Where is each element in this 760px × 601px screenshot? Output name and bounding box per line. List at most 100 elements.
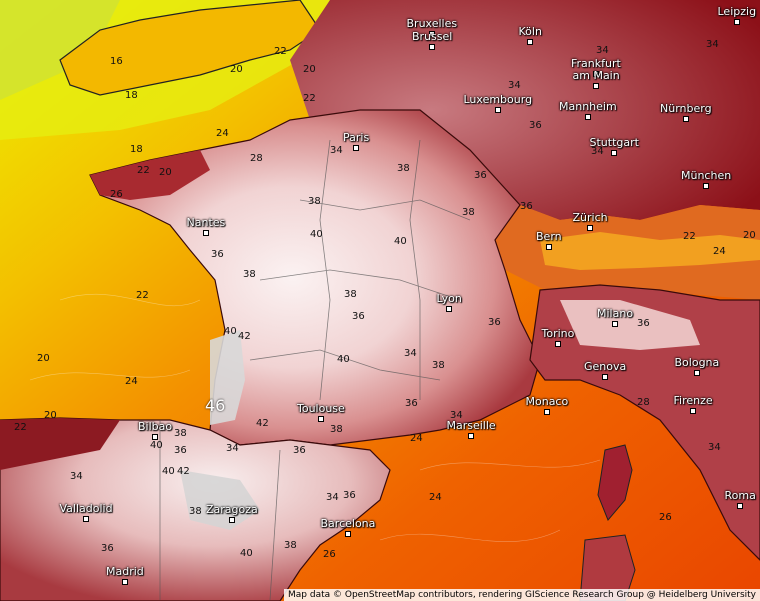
temperature-label: 36 (211, 249, 224, 260)
city-label[interactable]: Bruxelles (406, 17, 458, 30)
city-label[interactable]: Bologna (674, 356, 720, 369)
north-spain-hot-edge (0, 418, 120, 470)
city-label[interactable]: Stuttgart (589, 136, 639, 149)
temperature-label: 36 (293, 445, 306, 456)
temperature-label: 38 (344, 289, 357, 300)
region-borders (159, 139, 471, 601)
temperature-label: 40 (310, 229, 323, 240)
temperature-label: 34 (404, 348, 417, 359)
city-marker[interactable] (446, 306, 452, 312)
temperature-label: 38 (462, 207, 475, 218)
city-label[interactable]: am Main (572, 69, 620, 82)
temperature-label: 28 (637, 397, 650, 408)
temperature-label: 36 (343, 490, 356, 501)
temperature-label: 36 (474, 170, 487, 181)
city-marker[interactable] (468, 433, 474, 439)
city-label[interactable]: Marseille (446, 419, 496, 432)
city-label[interactable]: Barcelona (320, 517, 376, 530)
city-label[interactable]: Paris (343, 131, 370, 144)
city-label[interactable]: Monaco (525, 395, 569, 408)
city-label[interactable]: Brussel (412, 30, 453, 43)
city-label[interactable]: Valladolid (59, 502, 113, 515)
temperature-label: 34 (591, 146, 604, 157)
map-attribution[interactable]: Map data © OpenStreetMap contributors, r… (284, 589, 760, 601)
po-valley-pale (560, 300, 700, 350)
city-label[interactable]: Milano (597, 307, 634, 320)
city-marker[interactable] (495, 107, 501, 113)
city-label[interactable]: Bern (536, 230, 562, 243)
temperature-label: 24 (216, 128, 229, 139)
city-marker[interactable] (612, 321, 618, 327)
city-label[interactable]: Torino (541, 327, 575, 340)
city-marker[interactable] (429, 31, 435, 37)
city-label[interactable]: Bilbao (138, 420, 173, 433)
city-marker[interactable] (602, 374, 608, 380)
city-marker[interactable] (152, 434, 158, 440)
atlantic-coolest (0, 0, 120, 100)
city-marker[interactable] (593, 71, 599, 77)
city-label[interactable]: Nürnberg (660, 102, 712, 115)
temperature-label: 34 (326, 492, 339, 503)
temperature-label: 36 (637, 318, 650, 329)
city-label[interactable]: Zaragoza (206, 503, 258, 516)
city-label[interactable]: Frankfurt (571, 57, 621, 70)
city-marker[interactable] (429, 44, 435, 50)
city-marker[interactable] (694, 370, 700, 376)
brittany-hot-edge (90, 150, 210, 200)
city-marker[interactable] (345, 531, 351, 537)
city-marker[interactable] (555, 341, 561, 347)
temperature-label: 38 (284, 540, 297, 551)
city-marker[interactable] (203, 230, 209, 236)
city-label[interactable]: Mannheim (559, 100, 617, 113)
city-label[interactable]: Luxembourg (463, 93, 533, 106)
city-label[interactable]: Leipzig (717, 5, 757, 18)
city-label[interactable]: Madrid (106, 565, 144, 578)
temperature-label: 38 (174, 428, 187, 439)
city-label[interactable]: Lyon (436, 292, 462, 305)
temperature-label: 24 (713, 246, 726, 257)
temperature-label: 38 (189, 506, 202, 517)
temperature-label: 16 (110, 56, 123, 67)
temperature-label: 42 (177, 466, 190, 477)
city-marker[interactable] (122, 579, 128, 585)
city-marker[interactable] (318, 416, 324, 422)
city-marker[interactable] (703, 183, 709, 189)
temperature-label: 20 (159, 167, 172, 178)
city-marker[interactable] (544, 409, 550, 415)
city-label[interactable]: Firenze (673, 394, 713, 407)
city-marker[interactable] (611, 150, 617, 156)
city-label[interactable]: München (681, 169, 732, 182)
city-label[interactable]: Toulouse (297, 402, 345, 415)
city-label[interactable]: Roma (724, 489, 756, 502)
city-marker[interactable] (690, 408, 696, 414)
temperature-label: 22 (137, 165, 150, 176)
corsica (597, 444, 633, 521)
temperature-label: 36 (352, 311, 365, 322)
city-marker[interactable] (585, 114, 591, 120)
city-marker[interactable] (593, 83, 599, 89)
temperature-label: 20 (743, 230, 756, 241)
city-marker[interactable] (353, 145, 359, 151)
city-label[interactable]: Zürich (572, 211, 608, 224)
temperature-label: 18 (130, 144, 143, 155)
city-marker[interactable] (229, 517, 235, 523)
city-marker[interactable] (546, 244, 552, 250)
temperature-label: 22 (683, 231, 696, 242)
city-marker[interactable] (587, 225, 593, 231)
temperature-label: 40 (150, 440, 163, 451)
city-marker[interactable] (83, 516, 89, 522)
city-label[interactable]: Nantes (186, 216, 226, 229)
temperature-label: 24 (429, 492, 442, 503)
landes-grey-area (210, 330, 245, 425)
alps-cool-band (540, 232, 760, 270)
city-marker[interactable] (737, 503, 743, 509)
temperature-label: 38 (330, 424, 343, 435)
city-marker[interactable] (683, 116, 689, 122)
city-label[interactable]: Köln (518, 25, 542, 38)
city-marker[interactable] (527, 39, 533, 45)
city-marker[interactable] (734, 19, 740, 25)
temperature-label: 24 (410, 433, 423, 444)
temperature-label: 22 (274, 46, 287, 57)
city-label[interactable]: Genova (584, 360, 627, 373)
